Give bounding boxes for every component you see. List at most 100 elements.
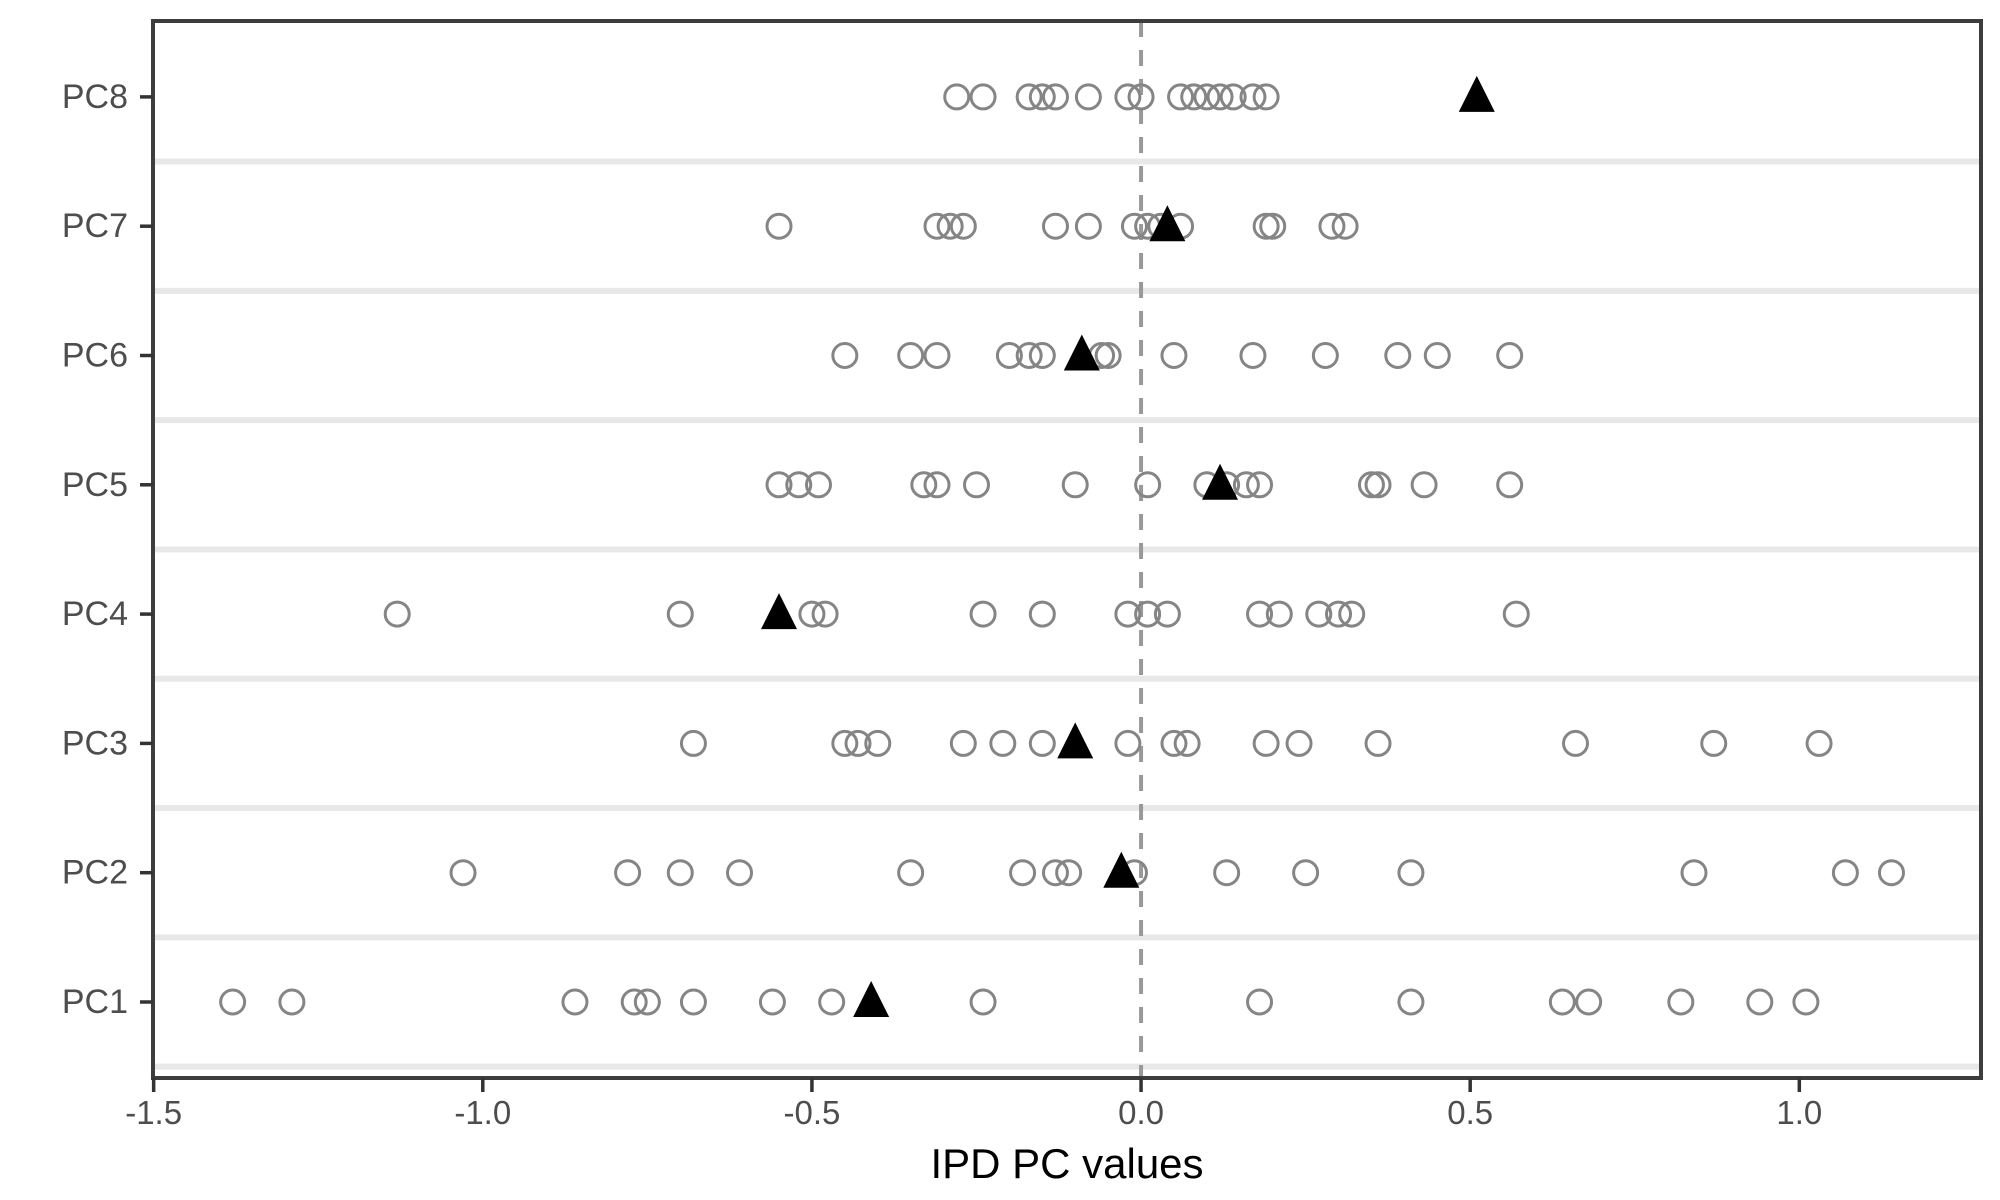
data-point-circle (1160, 342, 1188, 369)
data-point-circle (1397, 988, 1425, 1016)
data-point-circle (1246, 600, 1274, 628)
data-point-circle (1153, 600, 1181, 628)
data-point-circle (1193, 83, 1221, 111)
mean-triangle (1149, 205, 1186, 242)
data-point-circle (1397, 859, 1425, 887)
x-tick-label: -0.5 (783, 1094, 840, 1131)
data-point-circle (1265, 600, 1293, 628)
axis-layer: -1.5 -1.0 -0.5 0.0 0.5 1.0 PC1 PC2 PC3 PC4 PC5 PC6 P… (62, 19, 1983, 1131)
y-axis-label-pc8: PC8 (62, 78, 128, 116)
data-point-circle (1160, 729, 1188, 757)
data-point-circle (1575, 988, 1603, 1016)
data-point-circle (1496, 471, 1524, 499)
data-point-circle (1041, 212, 1069, 240)
data-point-circle (1252, 212, 1280, 240)
data-point-circle (831, 342, 859, 369)
data-point-circle (936, 212, 964, 240)
data-point-circle (1331, 212, 1359, 240)
data-point-circle (1252, 83, 1280, 111)
data-points-layer (219, 75, 1905, 1017)
data-point-circle (785, 471, 813, 499)
data-point-circle (1120, 212, 1148, 240)
data-point-circle (1364, 471, 1392, 499)
data-point-circle (679, 729, 707, 757)
data-point-circle (758, 988, 786, 1016)
data-point-circle (897, 859, 925, 887)
data-point-circle (765, 212, 793, 240)
data-point-circle (1074, 212, 1102, 240)
data-point-circle (1055, 859, 1083, 887)
data-point-circle (1746, 988, 1774, 1016)
data-point-circle (449, 859, 477, 887)
mean-triangle (761, 593, 798, 630)
data-point-circle (962, 471, 990, 499)
data-point-circle (1239, 342, 1267, 369)
data-point-circle (1318, 212, 1346, 240)
data-point-circle (1041, 83, 1069, 111)
data-point-circle (1338, 600, 1366, 628)
data-point-circle (1285, 729, 1313, 757)
data-point-circle (969, 83, 997, 111)
data-point-circle (1061, 471, 1089, 499)
data-point-circle (1206, 83, 1234, 111)
y-axis-label-pc2: PC2 (62, 854, 128, 892)
data-point-circle (278, 988, 306, 1016)
x-tick-label: -1.0 (454, 1094, 511, 1131)
data-point-circle (1173, 729, 1201, 757)
data-point-circle (1246, 471, 1274, 499)
data-point-circle (923, 212, 951, 240)
data-point-circle (1114, 729, 1142, 757)
data-point-circle (969, 600, 997, 628)
data-point-circle (1015, 83, 1043, 111)
data-point-circle (844, 729, 872, 757)
data-point-circle (679, 988, 707, 1016)
data-point-circle (1041, 859, 1069, 887)
data-point-circle (1134, 471, 1162, 499)
grid-layer (153, 158, 1981, 1070)
data-point-circle (765, 471, 793, 499)
data-point-circle (943, 83, 971, 111)
data-point-circle (1502, 600, 1530, 628)
data-point-circle (995, 342, 1023, 369)
data-point-circle (1805, 729, 1833, 757)
data-point-circle (923, 342, 951, 369)
data-point-circle (1134, 600, 1162, 628)
mean-triangle (1458, 75, 1495, 112)
data-point-circle (949, 212, 977, 240)
data-point-circle (1325, 600, 1353, 628)
y-axis-label-pc1: PC1 (62, 983, 128, 1021)
data-point-circle (1831, 859, 1859, 887)
data-point-circle (1180, 83, 1208, 111)
data-point-circle (1028, 600, 1056, 628)
data-point-circle (831, 729, 859, 757)
data-point-circle (1219, 83, 1247, 111)
data-point-circle (1700, 729, 1728, 757)
data-point-circle (1877, 859, 1905, 887)
data-point-circle (1239, 83, 1267, 111)
data-point-circle (1292, 859, 1320, 887)
plot-panel-border (151, 19, 1983, 1080)
data-point-circle (666, 600, 694, 628)
data-point-circle (1384, 342, 1412, 369)
data-point-circle (1357, 471, 1385, 499)
x-tick-label: 0.5 (1447, 1094, 1493, 1131)
data-point-circle (383, 600, 411, 628)
data-point-circle (969, 988, 997, 1016)
data-point-circle (1232, 471, 1260, 499)
y-axis-label-pc4: PC4 (62, 595, 128, 633)
data-point-circle (1028, 729, 1056, 757)
data-point-circle (949, 729, 977, 757)
data-point-circle (1094, 342, 1122, 369)
data-point-circle (1548, 988, 1576, 1016)
mean-triangle (1202, 463, 1239, 500)
data-point-circle (1259, 212, 1287, 240)
y-axis-label-pc3: PC3 (62, 724, 128, 762)
data-point-circle (1028, 342, 1056, 369)
data-point-circle (561, 988, 589, 1016)
data-point-circle (910, 471, 938, 499)
data-point-circle (1305, 600, 1333, 628)
y-axis-label-pc7: PC7 (62, 207, 128, 245)
data-point-circle (1562, 729, 1590, 757)
